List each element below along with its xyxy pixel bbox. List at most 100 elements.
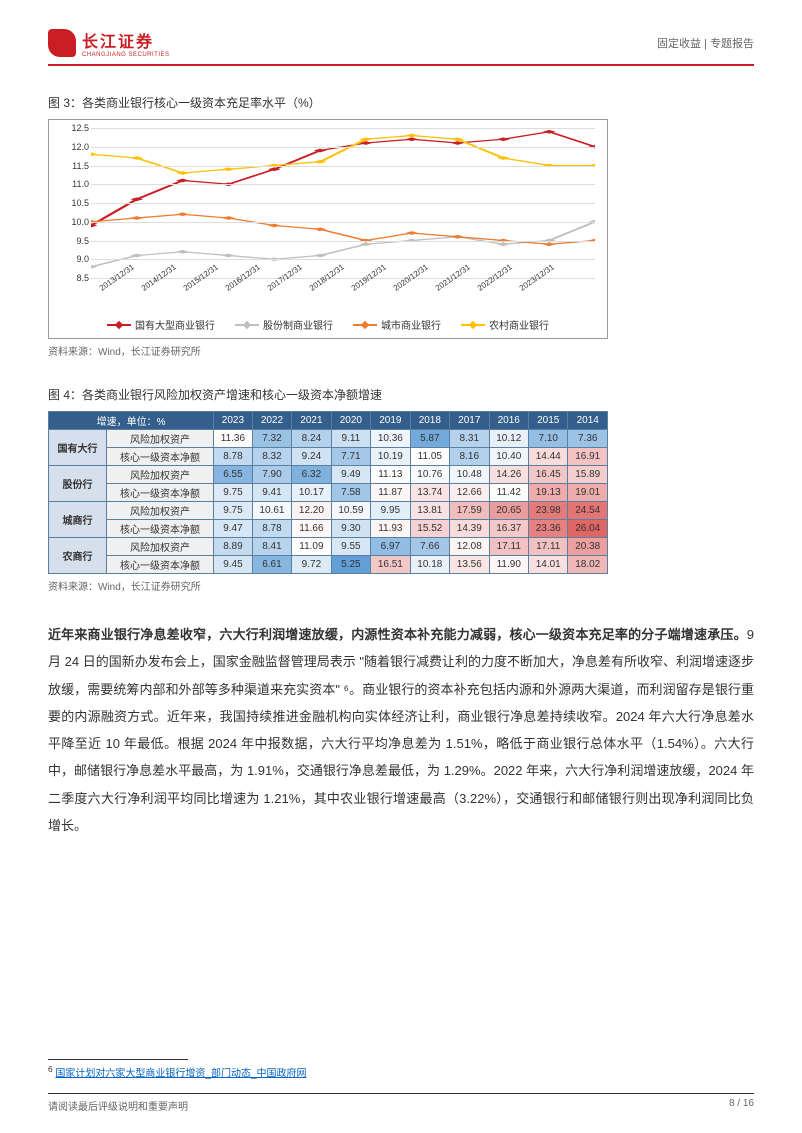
table-cell: 9.41 xyxy=(252,484,291,502)
table-year: 2021 xyxy=(292,412,331,430)
y-tick: 10.5 xyxy=(71,198,89,208)
fig4-title: 图 4：各类商业银行风险加权资产增速和核心一级资本净额增速 xyxy=(48,386,754,403)
table-cell: 9.11 xyxy=(331,430,370,448)
footer-right: 8 / 16 xyxy=(729,1098,754,1113)
table-year: 2018 xyxy=(410,412,449,430)
table-cell: 14.44 xyxy=(528,448,567,466)
table-year: 2017 xyxy=(450,412,489,430)
table-metric: 风险加权资产 xyxy=(106,538,213,556)
table-cell: 19.13 xyxy=(528,484,567,502)
table-cell: 8.78 xyxy=(252,520,291,538)
table-cell: 10.61 xyxy=(252,502,291,520)
y-tick: 9.5 xyxy=(76,236,89,246)
table-cell: 12.20 xyxy=(292,502,331,520)
table-cell: 9.24 xyxy=(292,448,331,466)
logo-cn: 长江证券 xyxy=(82,28,170,52)
logo-mark xyxy=(48,29,76,57)
table-group: 城商行 xyxy=(49,502,107,538)
table-cell: 18.02 xyxy=(568,556,608,574)
table-cell: 13.81 xyxy=(410,502,449,520)
table-group: 国有大行 xyxy=(49,430,107,466)
body-bold: 近年来商业银行净息差收窄，六大行利润增速放缓，内源性资本补充能力减弱，核心一级资… xyxy=(48,627,747,642)
legend-item: 农村商业银行 xyxy=(461,317,549,332)
table-cell: 10.19 xyxy=(371,448,410,466)
footnote-link[interactable]: 国家计划对六家大型商业银行增资_部门动态_中国政府网 xyxy=(55,1068,306,1079)
table-cell: 11.90 xyxy=(489,556,528,574)
fig4-source: 资料来源：Wind，长江证券研究所 xyxy=(48,578,754,593)
table-cell: 9.75 xyxy=(214,502,253,520)
table-year: 2019 xyxy=(371,412,410,430)
table-cell: 11.42 xyxy=(489,484,528,502)
table-cell: 26.04 xyxy=(568,520,608,538)
y-tick: 10.0 xyxy=(71,217,89,227)
table-cell: 8.24 xyxy=(292,430,331,448)
table-metric: 风险加权资产 xyxy=(106,430,213,448)
table-cell: 9.45 xyxy=(214,556,253,574)
table-cell: 11.05 xyxy=(410,448,449,466)
table-cell: 8.32 xyxy=(252,448,291,466)
table-cell: 13.56 xyxy=(450,556,489,574)
legend-item: 国有大型商业银行 xyxy=(107,317,215,332)
table-header-label: 增速，单位：% xyxy=(49,412,214,430)
table-cell: 7.36 xyxy=(568,430,608,448)
logo-en: CHANGJIANG SECURITIES xyxy=(82,52,170,58)
table-cell: 16.51 xyxy=(371,556,410,574)
fig3-xaxis: 2013/12/312014/12/312015/12/312016/12/31… xyxy=(91,282,595,291)
table-cell: 9.47 xyxy=(214,520,253,538)
table-cell: 11.93 xyxy=(371,520,410,538)
table-metric: 核心一级资本净额 xyxy=(106,520,213,538)
table-cell: 20.65 xyxy=(489,502,528,520)
table-cell: 9.55 xyxy=(331,538,370,556)
table-cell: 17.11 xyxy=(489,538,528,556)
table-year: 2014 xyxy=(568,412,608,430)
table-metric: 核心一级资本净额 xyxy=(106,448,213,466)
footer-left: 请阅读最后评级说明和重要声明 xyxy=(48,1098,188,1113)
table-cell: 11.09 xyxy=(292,538,331,556)
fig3-title: 图 3：各类商业银行核心一级资本充足率水平（%） xyxy=(48,94,754,111)
table-cell: 23.36 xyxy=(528,520,567,538)
table-cell: 10.40 xyxy=(489,448,528,466)
legend-item: 股份制商业银行 xyxy=(235,317,333,332)
table-cell: 15.52 xyxy=(410,520,449,538)
table-cell: 6.32 xyxy=(292,466,331,484)
table-cell: 7.90 xyxy=(252,466,291,484)
table-cell: 10.12 xyxy=(489,430,528,448)
table-year: 2022 xyxy=(252,412,291,430)
table-cell: 10.36 xyxy=(371,430,410,448)
fig4-table: 增速，单位：%202320222021202020192018201720162… xyxy=(48,411,608,574)
table-cell: 19.01 xyxy=(568,484,608,502)
table-cell: 9.75 xyxy=(214,484,253,502)
table-cell: 7.58 xyxy=(331,484,370,502)
table-cell: 14.39 xyxy=(450,520,489,538)
table-cell: 9.49 xyxy=(331,466,370,484)
table-cell: 16.91 xyxy=(568,448,608,466)
table-cell: 10.48 xyxy=(450,466,489,484)
table-cell: 15.89 xyxy=(568,466,608,484)
table-cell: 14.01 xyxy=(528,556,567,574)
table-cell: 11.13 xyxy=(371,466,410,484)
table-cell: 16.37 xyxy=(489,520,528,538)
fig3-chart: 8.59.09.510.010.511.011.512.012.5 2013/1… xyxy=(48,119,608,339)
table-cell: 7.10 xyxy=(528,430,567,448)
table-cell: 11.66 xyxy=(292,520,331,538)
table-cell: 20.38 xyxy=(568,538,608,556)
table-cell: 7.71 xyxy=(331,448,370,466)
table-cell: 5.25 xyxy=(331,556,370,574)
table-cell: 8.16 xyxy=(450,448,489,466)
table-metric: 核心一级资本净额 xyxy=(106,484,213,502)
table-cell: 17.59 xyxy=(450,502,489,520)
table-cell: 12.66 xyxy=(450,484,489,502)
table-cell: 8.31 xyxy=(450,430,489,448)
y-tick: 11.5 xyxy=(72,161,89,171)
table-year: 2023 xyxy=(214,412,253,430)
table-cell: 17.11 xyxy=(528,538,567,556)
fig3-legend: 国有大型商业银行股份制商业银行城市商业银行农村商业银行 xyxy=(61,317,595,332)
y-tick: 11.0 xyxy=(72,179,89,189)
body-text: 9 月 24 日的国新办发布会上，国家金融监督管理局表示 "随着银行减费让利的力… xyxy=(48,627,754,833)
table-cell: 8.78 xyxy=(214,448,253,466)
table-cell: 6.55 xyxy=(214,466,253,484)
table-cell: 9.30 xyxy=(331,520,370,538)
table-cell: 8.89 xyxy=(214,538,253,556)
table-cell: 11.36 xyxy=(214,430,253,448)
table-cell: 9.72 xyxy=(292,556,331,574)
